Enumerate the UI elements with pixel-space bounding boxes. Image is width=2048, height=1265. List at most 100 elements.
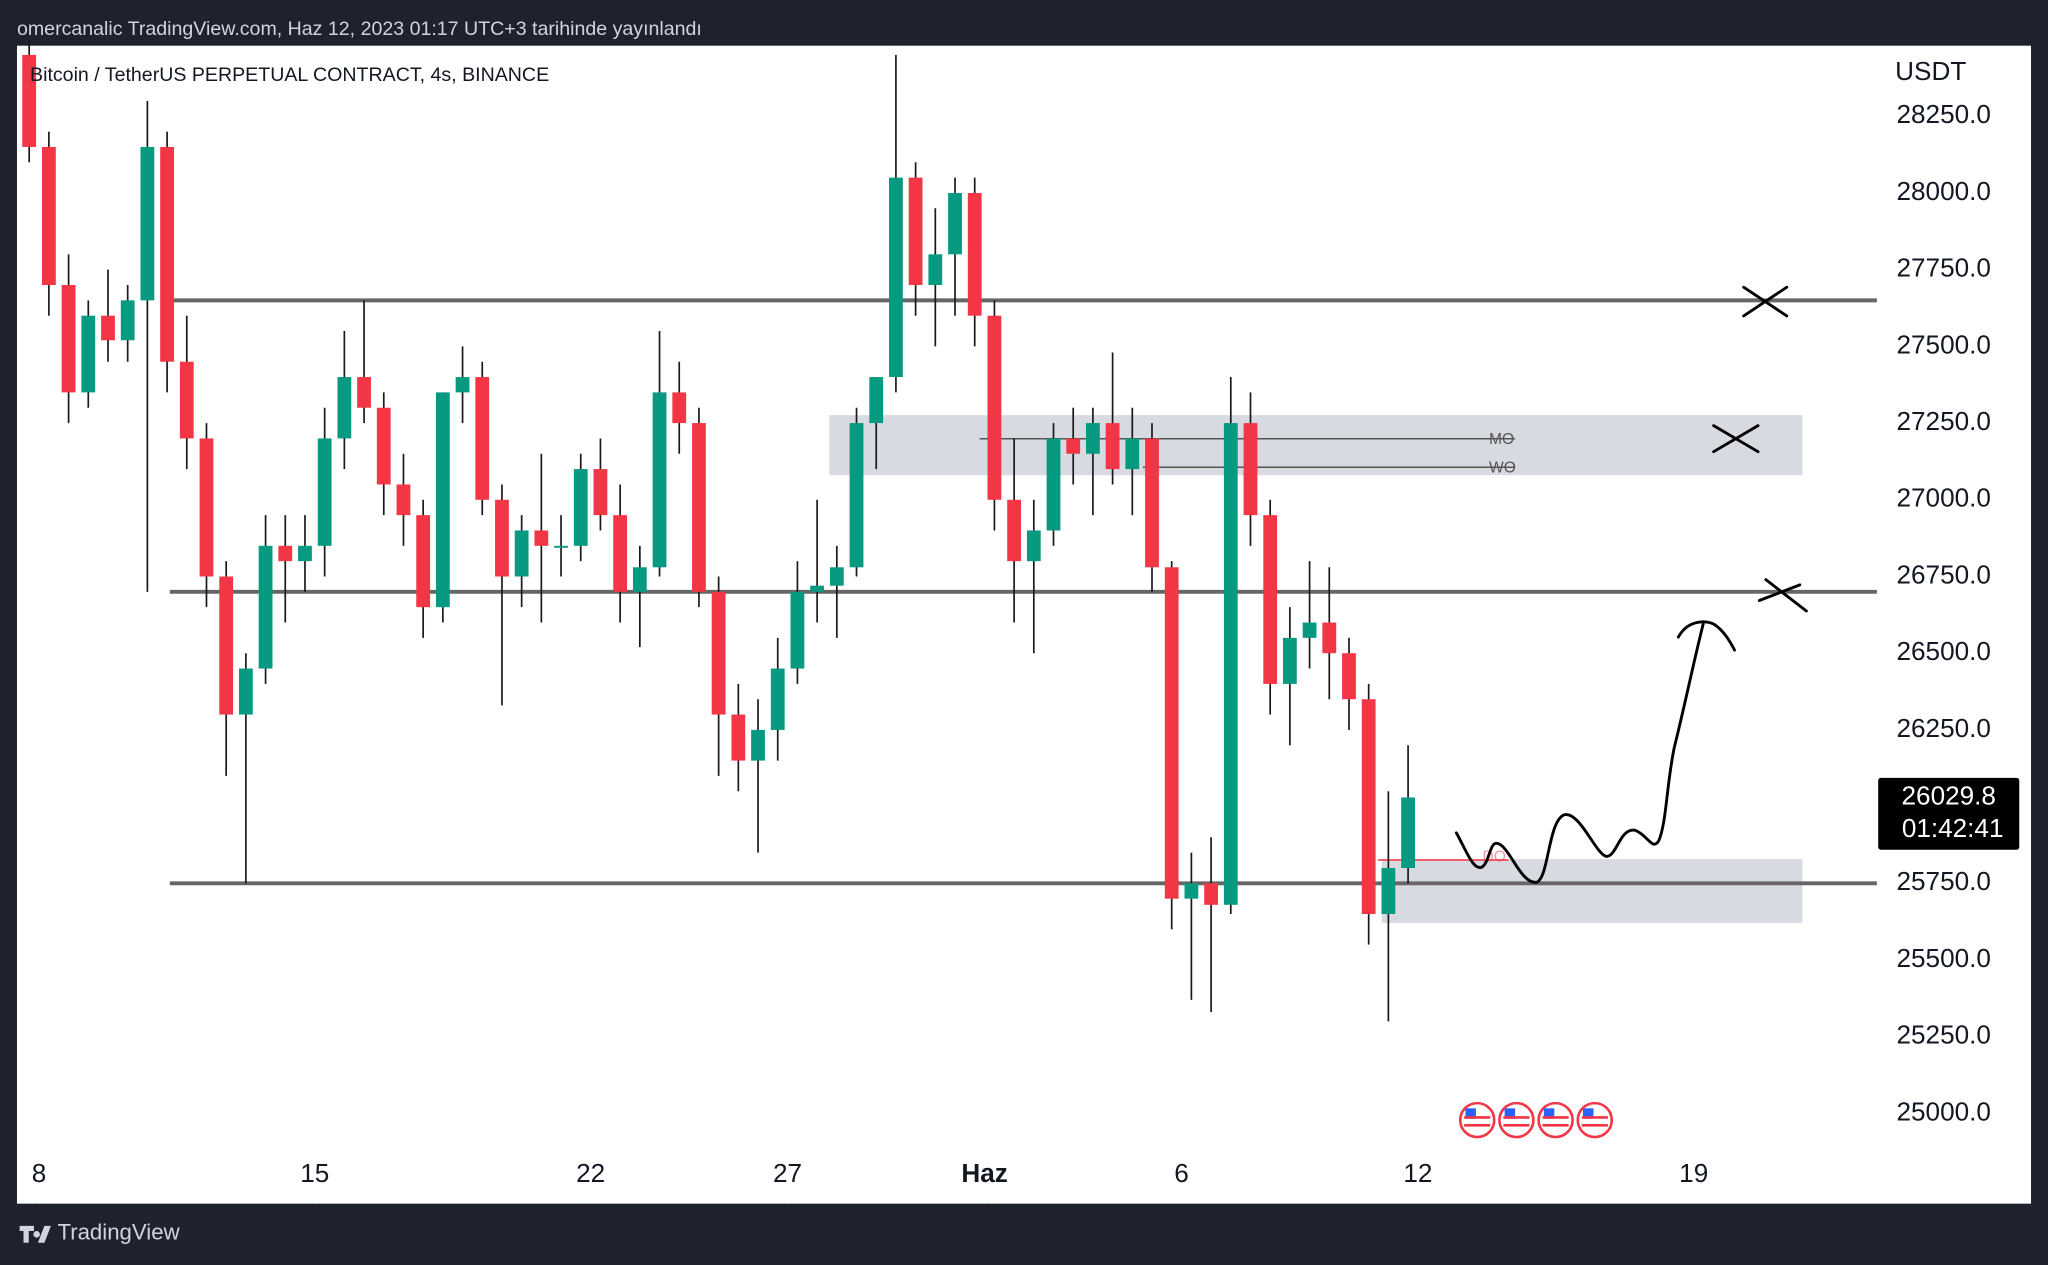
- y-tick-label: 27750.0: [1896, 253, 1990, 283]
- candle-body: [1184, 883, 1199, 899]
- candle-body: [140, 146, 155, 301]
- candle-body: [101, 315, 115, 341]
- y-axis-label: USDT: [1895, 56, 1966, 86]
- x-tick-label: 27: [773, 1158, 802, 1188]
- candle-body: [889, 177, 903, 378]
- candle-body: [1204, 883, 1218, 905]
- candle-body: [1086, 423, 1100, 454]
- candle-body: [1342, 653, 1356, 700]
- y-tick-label: 25500.0: [1896, 943, 1990, 973]
- candle-body: [1322, 622, 1337, 654]
- candle-body: [692, 423, 706, 592]
- candle-body: [613, 515, 628, 592]
- projection-path: [1454, 620, 1736, 884]
- footer-text: TradingView: [57, 1220, 180, 1245]
- last-price-box: [1878, 777, 2020, 850]
- candle-body: [790, 591, 805, 669]
- last-price-label: 26029.8: [1902, 780, 1996, 810]
- candle-body: [869, 377, 884, 424]
- candle-body: [22, 54, 37, 147]
- candle-body: [731, 714, 746, 761]
- y-tick-label: 27250.0: [1896, 406, 1990, 436]
- candle-body: [1282, 637, 1297, 684]
- candle-body: [81, 315, 96, 393]
- candle-body: [534, 530, 549, 546]
- y-tick-label: 26250.0: [1896, 713, 1990, 743]
- candle-body: [928, 254, 943, 286]
- chart-area: [16, 45, 2032, 1204]
- candle-body: [810, 585, 825, 592]
- flag: [1537, 1101, 1574, 1139]
- candle-body: [120, 300, 135, 341]
- candle-body: [495, 499, 509, 577]
- symbol-title: Bitcoin / TetherUS PERPETUAL CONTRACT, 4…: [30, 64, 549, 86]
- candle-body: [475, 377, 490, 500]
- candle-body: [1243, 423, 1258, 516]
- x-tick-label: 15: [300, 1158, 329, 1188]
- candle-body: [1401, 797, 1415, 868]
- y-tick-label: 28000.0: [1896, 176, 1990, 206]
- logo: [19, 1225, 51, 1243]
- candle-body: [593, 469, 608, 516]
- candle-body: [652, 392, 667, 568]
- candle-body: [219, 576, 234, 715]
- x-mark: [1742, 285, 1789, 318]
- candle-body: [1381, 867, 1396, 915]
- candle-body: [1223, 423, 1238, 905]
- candle-body: [751, 729, 765, 761]
- candle-body: [61, 285, 76, 393]
- candle-body: [1125, 438, 1140, 470]
- candle-body: [829, 567, 844, 586]
- annotation-label: MO: [1489, 431, 1514, 448]
- candle-body: [160, 146, 174, 362]
- candle-body: [711, 591, 726, 715]
- candle-body: [967, 192, 982, 316]
- y-tick-label: 27500.0: [1896, 329, 1990, 359]
- x-mark: [1757, 578, 1808, 613]
- y-tick-label: 25250.0: [1896, 1020, 1990, 1050]
- candle-body: [179, 361, 194, 439]
- candle-body: [1164, 567, 1179, 899]
- candle-body: [1046, 438, 1061, 531]
- candle-body: [376, 407, 391, 485]
- y-tick-label: 26750.0: [1896, 559, 1990, 589]
- candle-body: [1263, 515, 1278, 684]
- candle-body: [514, 530, 529, 577]
- y-tick-label: 25000.0: [1896, 1096, 1990, 1126]
- flag: [1458, 1101, 1496, 1139]
- x-tick-label: 8: [32, 1158, 47, 1188]
- candle-body: [357, 377, 371, 408]
- candle-body: [770, 668, 785, 730]
- candle-body: [632, 567, 647, 592]
- candle-body: [948, 192, 962, 255]
- y-tick-label: 28250.0: [1896, 99, 1990, 129]
- candle-body: [1066, 438, 1081, 454]
- candle-body: [199, 438, 214, 577]
- y-tick-label: 27000.0: [1896, 483, 1990, 513]
- candle-body: [554, 545, 568, 548]
- x-mark: [1712, 424, 1760, 454]
- candle-body: [416, 515, 431, 608]
- candle-body: [1007, 499, 1022, 562]
- candle-body: [298, 545, 312, 562]
- x-tick-label: Haz: [961, 1158, 1007, 1188]
- candle-body: [258, 545, 273, 669]
- x-tick-label: 22: [576, 1158, 605, 1188]
- candle-body: [41, 146, 56, 286]
- candle-body: [1302, 622, 1317, 638]
- candle-body: [1361, 699, 1376, 915]
- candle-body: [908, 177, 923, 286]
- candle-body: [455, 377, 470, 393]
- x-tick-label: 19: [1679, 1158, 1708, 1188]
- y-tick-label: 25750.0: [1896, 866, 1990, 896]
- candle-body: [396, 484, 411, 516]
- candle-body: [435, 392, 450, 608]
- annotation-label: WO: [1489, 460, 1516, 477]
- event-flags: [1458, 1101, 1614, 1139]
- candle-body: [672, 392, 687, 424]
- candle-body: [337, 377, 352, 439]
- flag: [1498, 1101, 1535, 1139]
